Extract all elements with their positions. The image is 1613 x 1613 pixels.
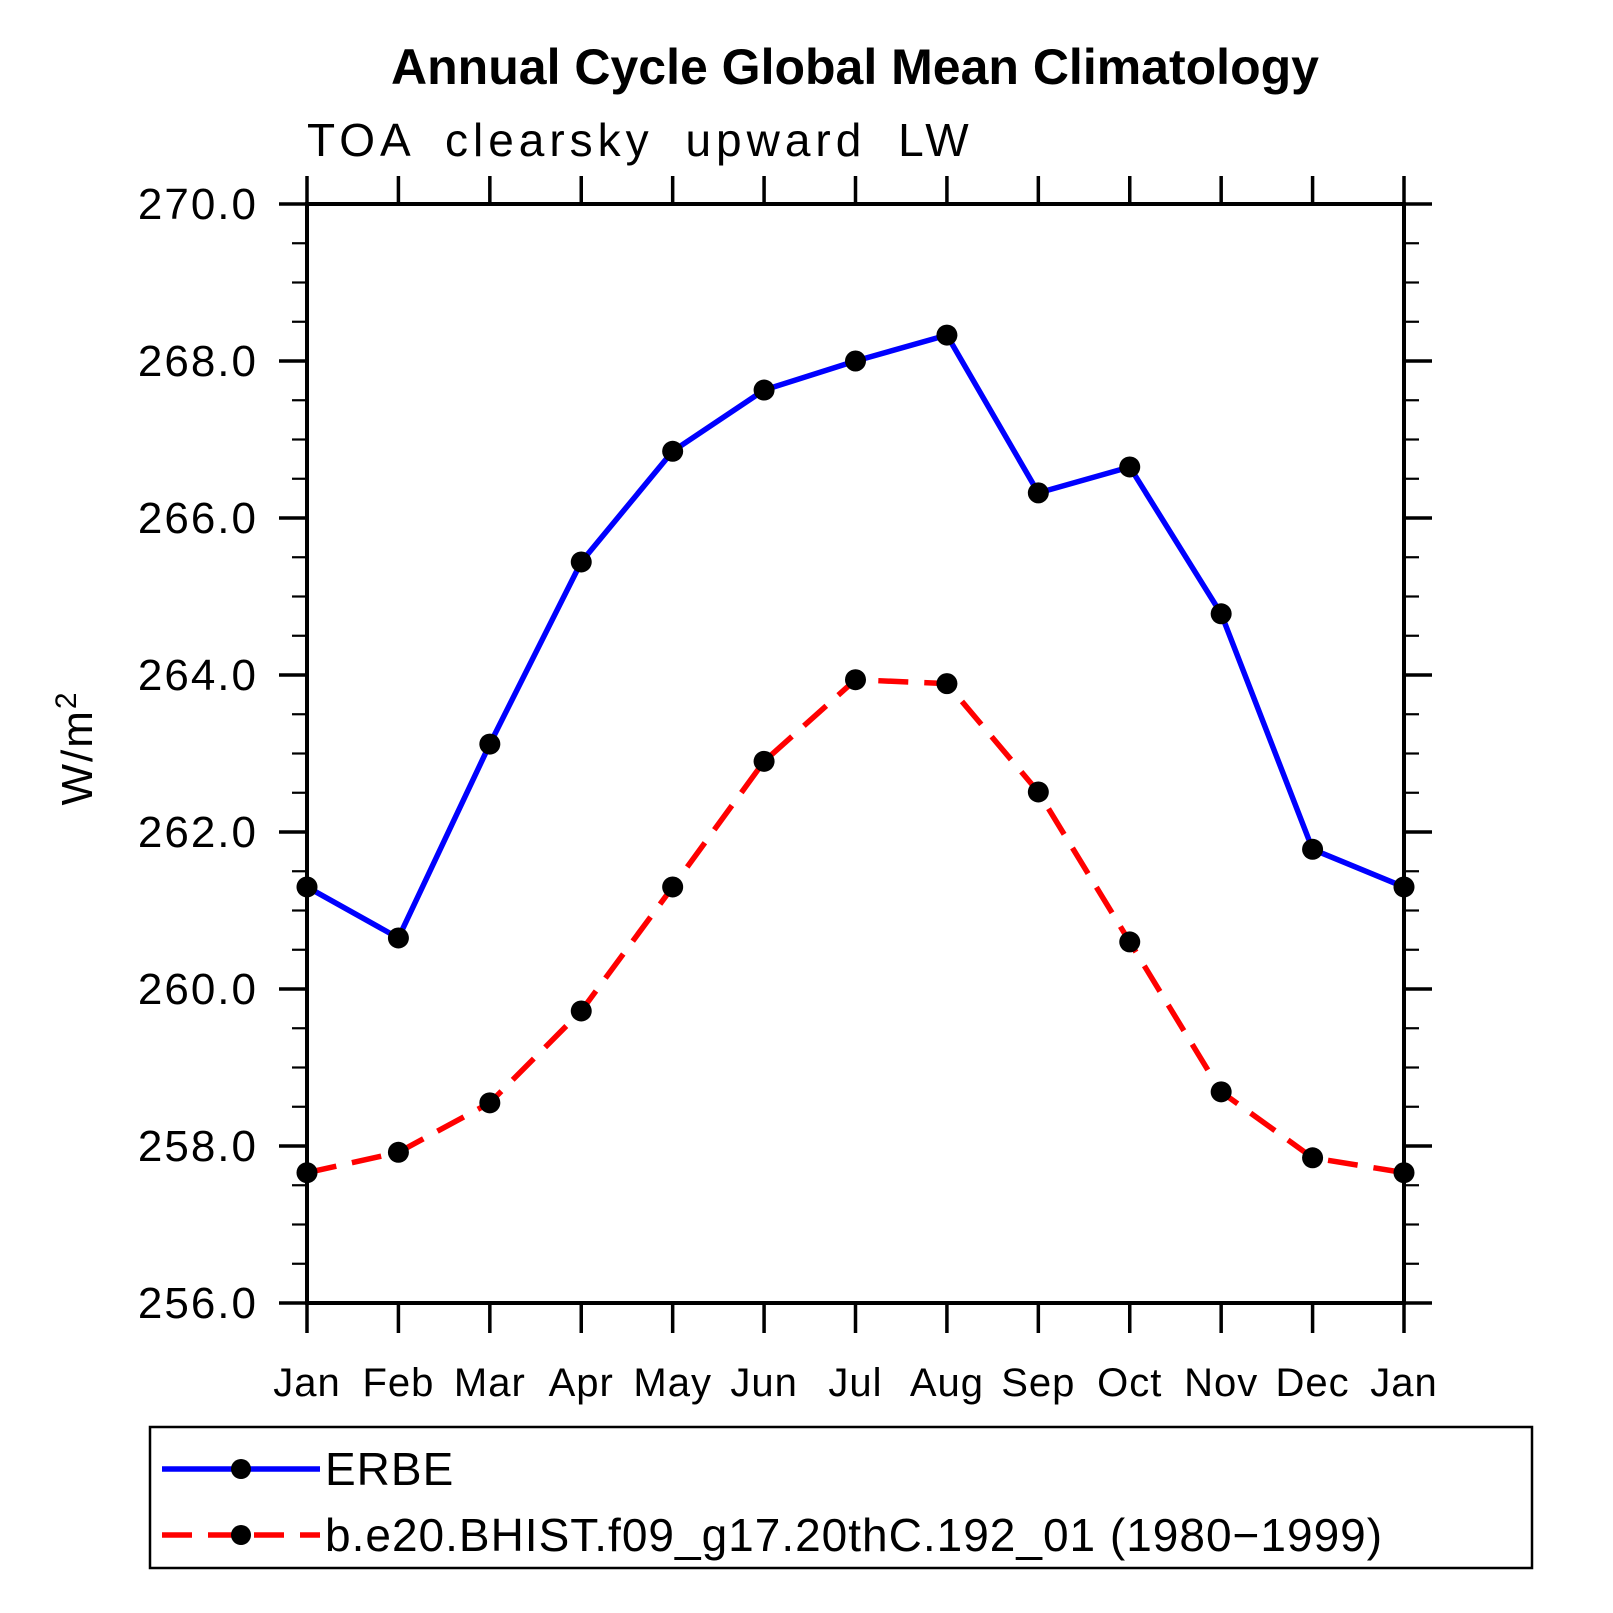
chart-subtitle: TOA clearsky upward LW (307, 114, 974, 166)
x-tick-label: Nov (1184, 1361, 1258, 1405)
data-point (1210, 1081, 1232, 1103)
x-tick-label: Feb (362, 1361, 434, 1405)
axes: 256.0 258.0 260.0 262.0 264.0 266.0 268.0 270.0… (138, 176, 1438, 1405)
x-tick-label: Jul (828, 1361, 882, 1405)
chart-title: Annual Cycle Global Mean Climatology (391, 39, 1319, 95)
data-point (1302, 838, 1324, 860)
x-tick-label: May (633, 1361, 712, 1405)
legend-box (148, 1425, 1534, 1570)
x-tick-label: Mar (454, 1361, 526, 1405)
y-tick-label: 270.0 (138, 180, 258, 229)
y-tick-label: 268.0 (138, 337, 258, 386)
data-point (936, 324, 958, 346)
y-tick-label: 262.0 (138, 808, 258, 857)
y-tick-label: 258.0 (138, 1122, 258, 1171)
data-point (296, 876, 318, 898)
y-tick-label: 256.0 (138, 1279, 258, 1328)
legend-label-model: b.e20.BHIST.f09_g17.20thC.192_01 (1980−1… (325, 1509, 1383, 1561)
data-point (1210, 603, 1232, 625)
data-point (1119, 931, 1141, 953)
data-point (387, 927, 409, 949)
data-point (662, 876, 684, 898)
x-tick-label: Oct (1097, 1361, 1162, 1405)
data-point (845, 350, 866, 372)
x-tick-label: Jan (273, 1361, 341, 1405)
x-tick-label: Aug (910, 1361, 984, 1405)
data-point (479, 733, 501, 755)
data-point (936, 673, 958, 695)
y-axis-label: W/m2 (50, 690, 102, 805)
data-point (570, 551, 592, 573)
x-tick-label: Dec (1276, 1361, 1350, 1405)
y-tick-label: 264.0 (138, 651, 258, 700)
data-point (1393, 876, 1415, 898)
series-line-1 (306, 676, 1405, 1176)
data-point (570, 1000, 592, 1022)
y-tick-label: 266.0 (138, 494, 258, 543)
x-tick-label: Jan (1370, 1361, 1438, 1405)
x-tick-label: Jun (730, 1361, 798, 1405)
data-point (662, 440, 684, 462)
data-point (753, 379, 775, 401)
data-point (387, 1141, 409, 1163)
data-point (1393, 1162, 1415, 1184)
data-point (479, 1092, 501, 1114)
data-point (296, 1162, 318, 1184)
legend: ERBE b.e20.BHIST.f09_g17.20thC.192_01 (1… (148, 1425, 1534, 1570)
data-point (1119, 456, 1141, 478)
data-point (1302, 1147, 1324, 1169)
y-tick-label: 260.0 (138, 965, 258, 1014)
legend-marker-model (231, 1525, 251, 1545)
plot-series (296, 324, 1415, 1184)
data-point (1027, 781, 1049, 803)
legend-marker-erbe (231, 1459, 251, 1479)
x-tick-label: Apr (549, 1361, 614, 1405)
data-point (1027, 482, 1049, 504)
series-line-0 (305, 332, 1406, 941)
x-tick-label: Sep (1001, 1361, 1075, 1405)
data-point (753, 750, 775, 772)
data-point (845, 669, 866, 691)
legend-label-erbe: ERBE (325, 1443, 454, 1495)
